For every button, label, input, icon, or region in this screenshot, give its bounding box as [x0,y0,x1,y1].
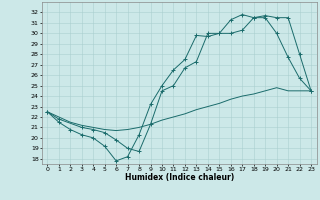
X-axis label: Humidex (Indice chaleur): Humidex (Indice chaleur) [124,173,234,182]
